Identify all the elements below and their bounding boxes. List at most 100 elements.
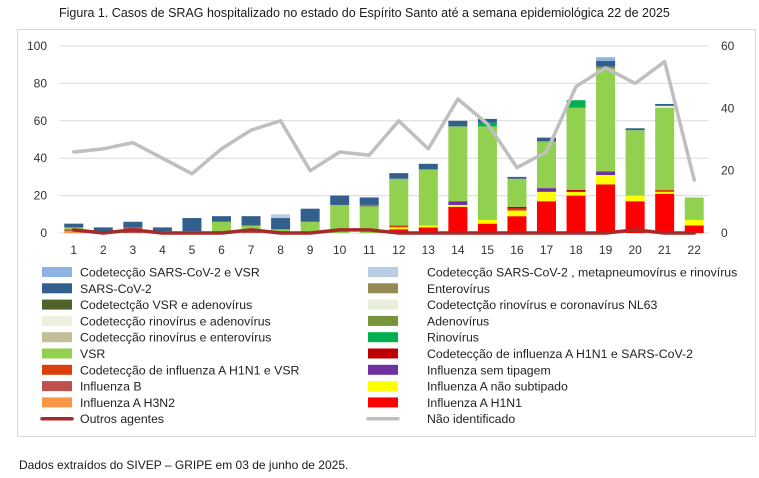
bar-segment xyxy=(625,195,645,202)
bar-segment xyxy=(389,173,409,179)
bar-segment xyxy=(448,204,468,207)
bar-segment xyxy=(477,223,497,233)
bar-segment xyxy=(655,193,675,233)
x-tick-label: 7 xyxy=(248,243,255,257)
legend-swatch xyxy=(368,364,398,375)
legend-label: Codetecção rinovírus e enterovírus xyxy=(80,331,271,345)
y2-tick-label: 20 xyxy=(721,164,735,178)
bar-segment xyxy=(596,171,616,176)
y-tick-label: 0 xyxy=(40,226,47,240)
bar-segment xyxy=(596,175,616,185)
bar-segment xyxy=(507,208,527,211)
x-tick-label: 4 xyxy=(159,243,166,257)
bar-segment xyxy=(566,191,586,196)
legend-label: Influenza sem tipagem xyxy=(427,363,551,377)
bar-segment xyxy=(271,229,291,232)
x-tick-label: 19 xyxy=(599,243,613,257)
legend-label: Adenovírus xyxy=(427,314,489,328)
bar-segment xyxy=(684,225,704,233)
bar-segment xyxy=(537,191,556,202)
bar-segment xyxy=(152,227,172,232)
footnote: Dados extraídos do SIVEP – GRIPE em 03 d… xyxy=(19,458,349,472)
bar-segment xyxy=(241,216,261,226)
x-tick-label: 20 xyxy=(628,243,642,257)
legend-label: Outros agentes xyxy=(80,412,164,426)
line-series-path xyxy=(72,59,696,182)
y-tick-label: 40 xyxy=(34,151,48,165)
bar-segment xyxy=(625,128,645,131)
bar-segment xyxy=(271,218,291,230)
legend-swatch xyxy=(368,397,398,408)
line-series-path xyxy=(72,228,696,235)
x-tick-label: 3 xyxy=(130,243,137,257)
bar-segment xyxy=(477,118,497,123)
y-tick-label: 80 xyxy=(34,76,48,90)
legend-label: Influenza A não subtipado xyxy=(427,380,568,394)
legend-swatch xyxy=(368,299,398,310)
y2-tick-label: 60 xyxy=(721,39,735,53)
bar-segment xyxy=(507,178,527,207)
x-tick-label: 10 xyxy=(333,243,347,257)
legend-swatch xyxy=(42,348,72,359)
legend-swatch xyxy=(368,348,398,359)
legend-swatch xyxy=(42,299,72,310)
x-tick-label: 22 xyxy=(688,243,702,257)
bar-segment xyxy=(566,189,586,192)
bar-segment xyxy=(241,231,261,233)
bar-segment xyxy=(418,225,438,228)
legend-swatch xyxy=(368,315,398,326)
x-tick-label: 15 xyxy=(481,243,495,257)
x-tick-label: 5 xyxy=(189,243,196,257)
bar-segment xyxy=(300,208,320,222)
bar-segment xyxy=(655,103,675,106)
bar-segment xyxy=(596,68,616,172)
bar-segment xyxy=(389,229,409,233)
bar-segment xyxy=(300,221,320,233)
bar-segment xyxy=(507,216,527,233)
x-tick-label: 2 xyxy=(100,243,107,257)
line-series xyxy=(72,59,696,235)
bar-segment xyxy=(566,195,586,233)
bar-segment xyxy=(448,206,468,233)
x-tick-label: 21 xyxy=(658,243,672,257)
bar-segment xyxy=(507,206,527,209)
bar-segment xyxy=(389,227,409,230)
bar-segment xyxy=(123,221,143,228)
x-tick-label: 1 xyxy=(70,243,77,257)
x-tick-label: 9 xyxy=(307,243,314,257)
bar-segment xyxy=(330,204,350,233)
legend-label: VSR xyxy=(80,347,105,361)
legend-swatch xyxy=(42,315,72,326)
y-tick-label: 60 xyxy=(34,114,48,128)
bar-segment xyxy=(359,204,379,207)
bar-segment xyxy=(477,219,497,224)
bar-segment xyxy=(182,218,202,232)
bar-segment xyxy=(448,120,468,127)
x-tick-label: 17 xyxy=(540,243,554,257)
bar-segment xyxy=(359,206,379,233)
legend-label: Codetectção rinovírus e coronavírus NL63 xyxy=(427,298,658,312)
legend-swatch xyxy=(42,332,72,343)
bar-segment xyxy=(64,223,84,228)
legend-label: Não identificado xyxy=(427,412,515,426)
bar-segment xyxy=(596,60,616,67)
bar-segment xyxy=(655,189,675,192)
y-tick-label: 100 xyxy=(27,39,47,53)
bar-segment xyxy=(566,100,586,108)
bar-segment xyxy=(625,201,645,233)
legend-swatch xyxy=(42,381,72,392)
legend-label: Influenza A H3N2 xyxy=(80,396,175,410)
bar-segment xyxy=(271,214,291,219)
legend-swatch xyxy=(42,397,72,408)
legend-label: Codetecção de influenza A H1N1 e VSR xyxy=(80,363,300,377)
legend-swatch xyxy=(368,283,398,294)
bar-segment xyxy=(64,231,84,233)
y-tick-label: 20 xyxy=(34,189,48,203)
y2-tick-label: 0 xyxy=(721,226,728,240)
bar-segment xyxy=(448,201,468,205)
bar-segment xyxy=(477,126,497,220)
legend-label: Influenza A H1N1 xyxy=(427,396,522,410)
bar-segment xyxy=(212,221,231,232)
bar-segment xyxy=(418,169,438,226)
